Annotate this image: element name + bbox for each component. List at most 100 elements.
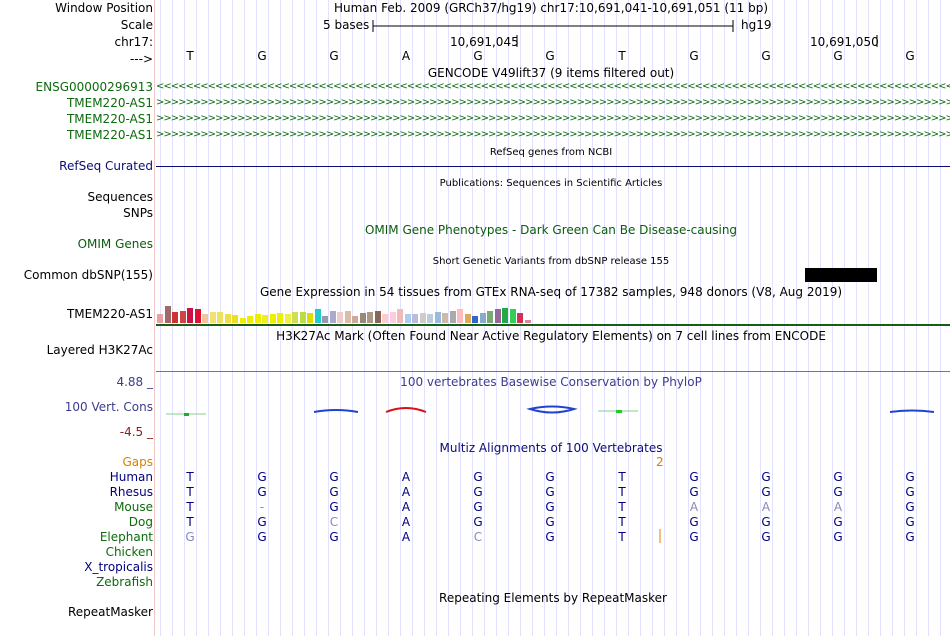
gtex-tissue-bar[interactable] [434,312,441,323]
multiz-base: T [186,500,194,514]
gtex-tissue-bar[interactable] [157,314,163,323]
gtex-tissue-bar[interactable] [509,309,516,323]
gencode-transcript-line[interactable]: >>>>>>>>>>>>>>>>>>>>>>>>>>>>>>>>>>>>>>>>… [156,129,950,140]
gencode-transcript-line[interactable]: >>>>>>>>>>>>>>>>>>>>>>>>>>>>>>>>>>>>>>>>… [156,97,950,108]
gtex-tissue-bar[interactable] [457,309,463,323]
gtex-tissue-bar[interactable] [254,314,261,323]
gridline [892,0,893,636]
multiz-species-label[interactable]: Dog [128,515,153,529]
gtex-tissue-bar[interactable] [419,313,426,323]
gencode-row-label[interactable]: TMEM220-AS1 [66,96,153,110]
gtex-tissue-bar[interactable] [239,318,246,323]
gtex-tissue-bar[interactable] [494,309,501,323]
multiz-species-label[interactable]: Rhesus [109,485,153,499]
gtex-tissue-bar[interactable] [487,311,493,323]
gencode-row-label[interactable]: TMEM220-AS1 [66,128,153,142]
window-position-label[interactable]: Window Position [55,1,153,15]
multiz-base: G [545,470,555,484]
gtex-tissue-bar[interactable] [479,313,486,323]
gtex-tissue-bar[interactable] [284,314,291,323]
gridline [676,0,677,636]
gridline [652,0,653,636]
gtex-tissue-bar[interactable] [179,311,186,323]
gtex-tissue-bar[interactable] [224,314,231,323]
gtex-tissue-bar[interactable] [232,315,238,323]
multiz-species-label[interactable]: Mouse [114,500,153,514]
gtex-tissue-bar[interactable] [187,308,193,323]
refseq-track-label[interactable]: RefSeq Curated [59,159,153,173]
sequences-track-label[interactable]: Sequences [87,190,153,204]
gtex-tissue-bar[interactable] [344,311,351,323]
multiz-base: G [689,515,699,529]
gtex-tissue-bar[interactable] [322,316,328,323]
multiz-base: G [545,515,555,529]
gtex-tissue-bar[interactable] [449,311,456,323]
multiz-base: T [618,500,626,514]
gtex-tissue-bar[interactable] [277,313,283,323]
gtex-tissue-bar[interactable] [292,312,298,323]
gtex-tissue-bar[interactable] [367,312,373,323]
gtex-tissue-bar[interactable] [202,314,208,323]
gtex-tissue-bar[interactable] [374,311,381,323]
gtex-tissue-bar[interactable] [299,312,306,323]
gtex-tissue-bar[interactable] [217,312,223,323]
gtex-tissue-bar[interactable] [269,314,276,323]
gtex-track-label[interactable]: TMEM220-AS1 [66,307,153,321]
gencode-row-label[interactable]: ENSG00000296913 [35,80,153,94]
gtex-tissue-bar[interactable] [247,316,253,323]
gtex-tissue-bar[interactable] [404,314,411,323]
gtex-tissue-bar[interactable] [397,309,403,323]
gencode-row-label[interactable]: TMEM220-AS1 [66,112,153,126]
phylop-track-label[interactable]: 100 Vert. Cons [64,400,153,414]
gtex-tissue-bar[interactable] [389,312,396,323]
ruler-base: G [833,49,843,63]
gencode-transcript-line[interactable]: >>>>>>>>>>>>>>>>>>>>>>>>>>>>>>>>>>>>>>>>… [156,113,950,124]
refseq-gene-line[interactable] [156,166,950,167]
gridline [868,0,869,636]
dbsnp-variant-block[interactable] [805,268,877,282]
gtex-tissue-bar[interactable] [329,311,336,323]
dbsnp-track-label[interactable]: Common dbSNP(155) [23,268,153,282]
multiz-species-label[interactable]: Zebrafish [96,575,153,589]
multiz-base: A [401,500,411,514]
scale-text: 5 bases [323,18,370,32]
gtex-tissue-bar[interactable] [209,312,216,323]
multiz-base: G [329,500,339,514]
gridline [556,0,557,636]
gridline [880,0,881,636]
gtex-tissue-bar[interactable] [472,316,478,323]
gtex-tissue-bar[interactable] [502,308,508,323]
gtex-tissue-bar[interactable] [382,314,388,323]
gaps-label[interactable]: Gaps [122,455,153,469]
multiz-base: G [473,470,483,484]
multiz-species-label[interactable]: Chicken [105,545,153,559]
gtex-tissue-bar[interactable] [164,306,171,323]
h3k27ac-track-label[interactable]: Layered H3K27Ac [46,343,153,357]
gridline [532,0,533,636]
multiz-species-label[interactable]: Elephant [99,530,153,544]
gtex-tissue-bar[interactable] [412,314,418,323]
repeatmasker-track-label[interactable]: RepeatMasker [67,605,153,619]
multiz-species-label[interactable]: X_tropicalis [84,560,153,574]
gtex-tissue-bar[interactable] [359,313,366,323]
gtex-tissue-bar[interactable] [427,314,433,323]
gtex-tissue-bar[interactable] [352,316,358,323]
gtex-tissue-bar[interactable] [524,320,531,323]
multiz-species-label[interactable]: Human [109,470,153,484]
scale-label[interactable]: Scale [120,18,153,32]
gtex-tissue-bar[interactable] [194,309,201,323]
chrom-label[interactable]: chr17: [114,35,153,49]
omim-track-label[interactable]: OMIM Genes [77,237,153,251]
gtex-tissue-bar[interactable] [172,312,178,323]
gtex-tissue-bar[interactable] [517,313,523,323]
gtex-tissue-bar[interactable] [442,313,448,323]
gtex-tissue-bar[interactable] [307,313,313,323]
gencode-transcript-line[interactable]: <<<<<<<<<<<<<<<<<<<<<<<<<<<<<<<<<<<<<<<<… [156,81,950,92]
gtex-tissue-bar[interactable] [464,314,471,323]
multiz-base: G [833,485,843,499]
gtex-tissue-bar[interactable] [314,309,321,323]
gtex-tissue-bar[interactable] [337,312,343,323]
gtex-tissue-bar[interactable] [262,315,268,323]
multiz-base: G [689,470,699,484]
snps-track-label[interactable]: SNPs [123,206,153,220]
